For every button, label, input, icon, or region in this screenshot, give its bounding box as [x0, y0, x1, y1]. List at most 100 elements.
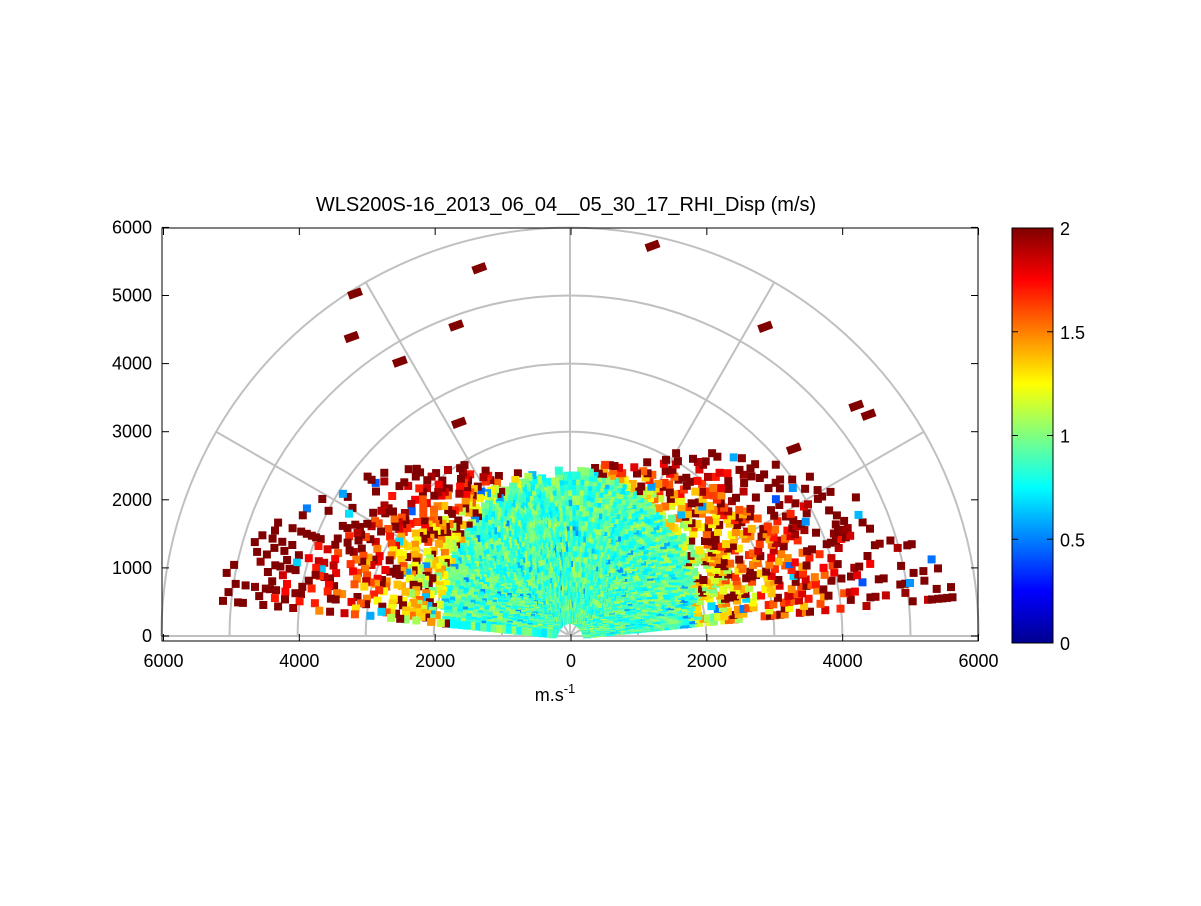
data-cell [650, 495, 659, 504]
data-cell [847, 572, 855, 581]
data-cell [388, 492, 397, 500]
data-cell [731, 528, 740, 537]
data-cell [605, 461, 614, 470]
data-cell [298, 582, 307, 591]
data-cell [486, 476, 495, 485]
data-cell [767, 571, 776, 580]
data-cell [458, 621, 467, 630]
data-cell [413, 608, 422, 617]
data-cell [390, 515, 399, 524]
data-cell [773, 593, 782, 602]
data-cell [253, 547, 262, 556]
data-cell [434, 480, 443, 489]
data-cell [795, 608, 804, 617]
data-cell [589, 474, 598, 483]
data-cell [698, 584, 706, 593]
data-cell [412, 464, 421, 473]
data-cell [719, 557, 728, 566]
data-cell [364, 553, 373, 562]
data-cell [748, 577, 757, 586]
data-cell [827, 576, 836, 585]
data-cell [360, 582, 369, 591]
data-cell [609, 483, 618, 492]
data-cell [875, 539, 884, 548]
data-cell [798, 548, 807, 557]
data-cell [792, 522, 801, 531]
data-cell [382, 582, 391, 591]
data-cell [760, 612, 769, 621]
data-cell [701, 457, 710, 466]
data-cell [389, 546, 398, 555]
data-cell [369, 555, 378, 564]
data-cell [723, 607, 732, 616]
data-cell [818, 492, 827, 501]
data-cell [806, 607, 814, 616]
data-cell [641, 473, 650, 482]
data-cell [382, 608, 391, 617]
data-cell [387, 539, 396, 548]
data-cell [770, 511, 779, 520]
data-cell [618, 469, 627, 478]
data-cell [372, 487, 380, 496]
data-cell [719, 511, 728, 520]
x-tick-label: 2000 [687, 651, 727, 671]
data-cell [331, 595, 340, 604]
data-cell [424, 581, 433, 590]
data-cell [747, 572, 756, 581]
data-cell [735, 465, 744, 474]
colorbar-tick-label: 1.5 [1060, 323, 1085, 343]
data-cell [407, 500, 416, 508]
data-cell [791, 499, 800, 508]
data-cell [410, 576, 419, 585]
data-cell [740, 585, 748, 594]
data-cell [440, 501, 449, 510]
data-cell [411, 529, 420, 538]
data-cell [720, 503, 729, 512]
data-cell [692, 586, 700, 595]
data-cell [708, 449, 717, 458]
data-cell [734, 614, 743, 623]
data-cell [316, 535, 325, 544]
data-cell [324, 581, 333, 589]
data-cell [366, 535, 375, 544]
data-cell [551, 477, 560, 486]
data-cell [584, 482, 593, 491]
data-cell [581, 472, 590, 481]
data-cell [766, 583, 775, 592]
data-cell [719, 586, 728, 595]
data-cell [712, 510, 721, 519]
data-cell [726, 559, 735, 568]
data-cell [774, 557, 783, 566]
data-cell [661, 467, 670, 476]
data-cell [779, 542, 788, 551]
data-cell [543, 629, 552, 638]
data-cell [302, 504, 311, 513]
data-cell [747, 524, 756, 533]
data-cell [288, 541, 297, 549]
data-cell [288, 524, 297, 533]
data-cell [442, 580, 450, 588]
data-cell [374, 557, 383, 566]
data-cell [690, 549, 699, 558]
data-cell [800, 601, 809, 610]
data-cell [615, 463, 623, 472]
data-cell [326, 607, 335, 616]
data-cell [789, 516, 798, 525]
data-cell [756, 569, 765, 578]
data-cell [609, 466, 618, 475]
data-cell [908, 597, 917, 606]
data-cell [928, 595, 936, 604]
data-cell [323, 545, 332, 554]
data-cell [501, 486, 510, 495]
data-cell [412, 546, 421, 555]
data-cell [377, 581, 386, 590]
data-cell [866, 559, 875, 568]
data-cell [783, 554, 792, 563]
data-cell [845, 588, 854, 597]
data-cell [440, 571, 449, 579]
data-cell [755, 474, 764, 482]
data-cell [788, 591, 797, 600]
data-cell [375, 552, 384, 561]
data-cell [493, 478, 501, 487]
data-cell [320, 558, 329, 567]
